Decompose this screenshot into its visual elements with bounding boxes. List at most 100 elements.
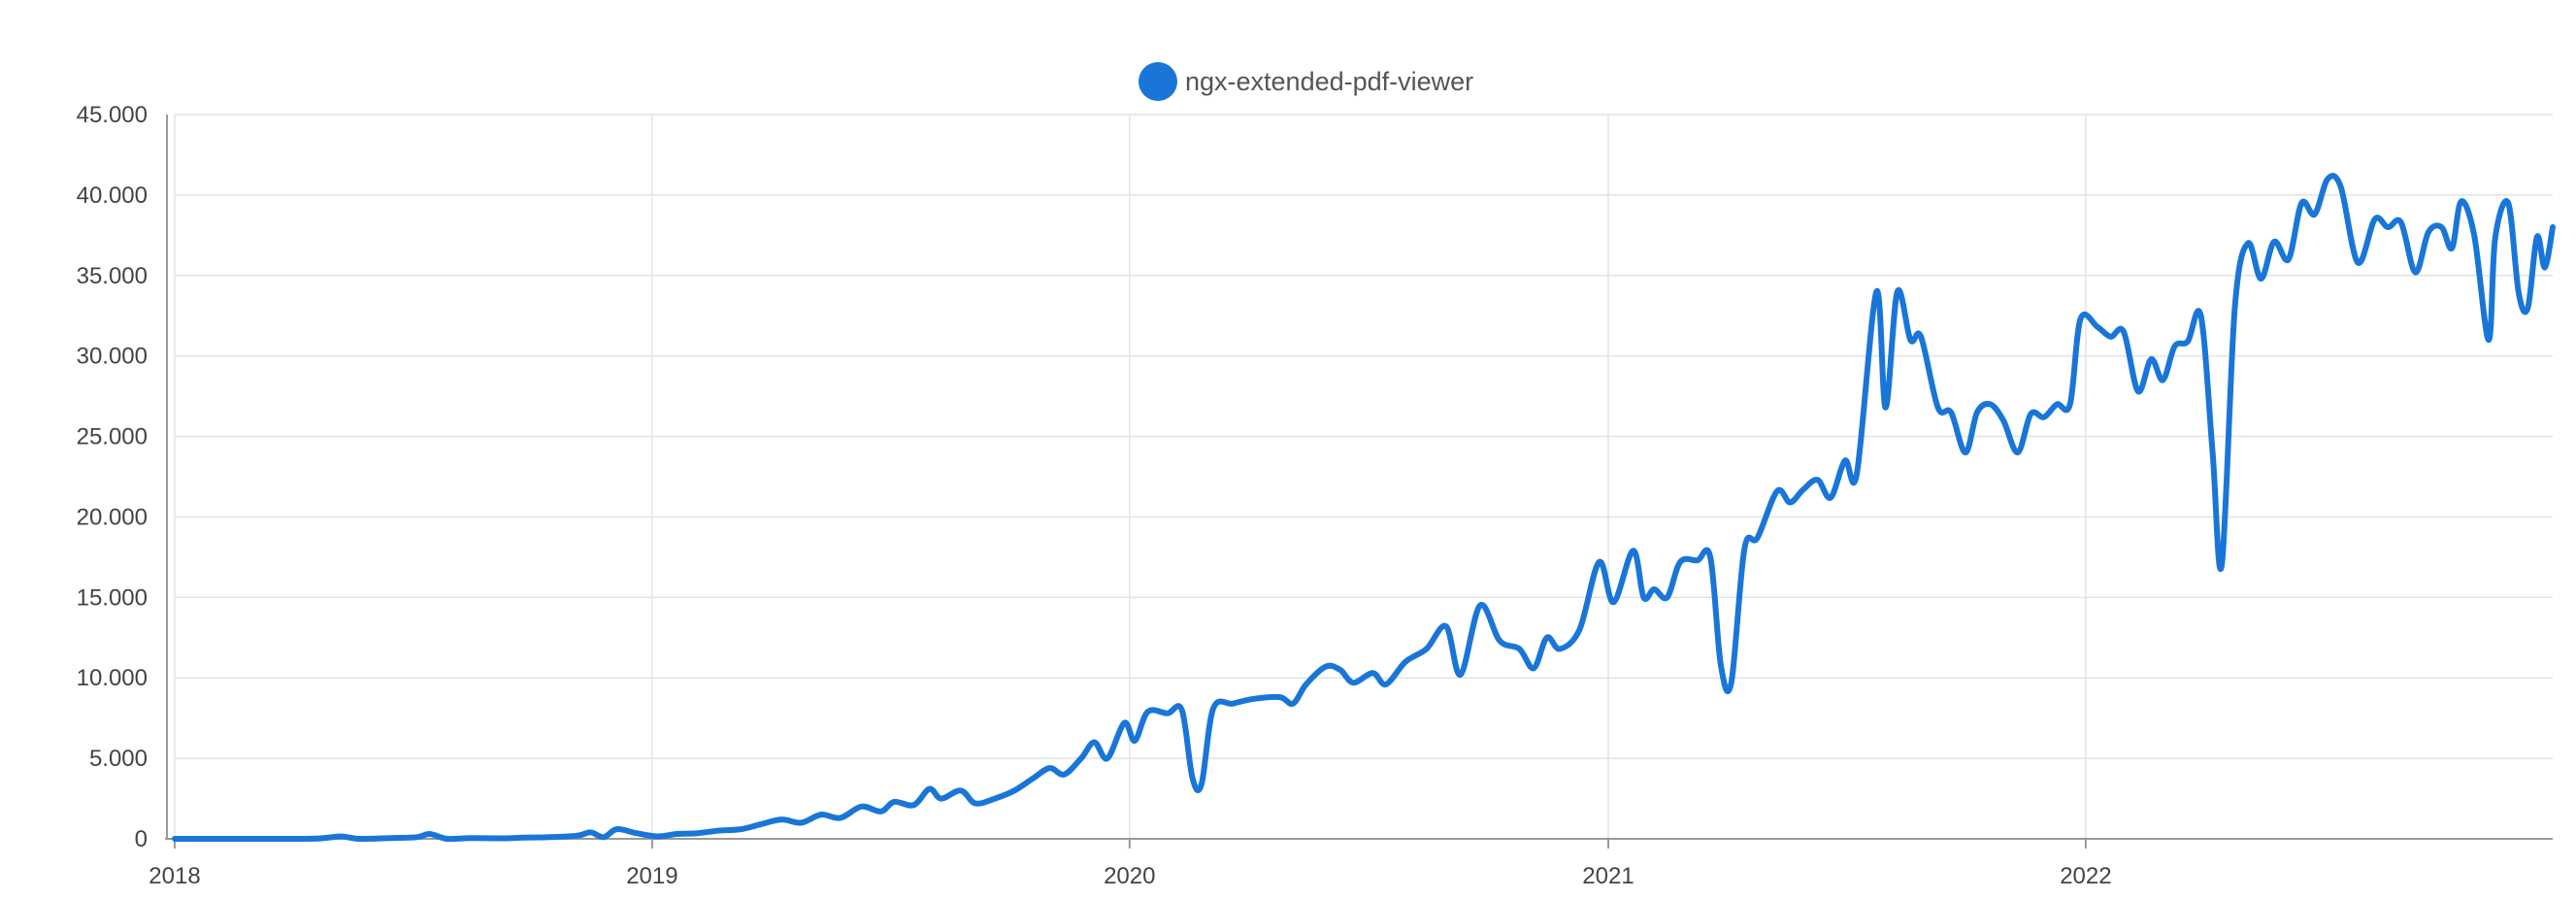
series-point[interactable] [213,836,218,842]
series-point[interactable] [1640,594,1646,600]
series-point[interactable] [1047,765,1053,771]
series-point[interactable] [2385,224,2391,230]
series-point[interactable] [2028,411,2033,416]
series-point[interactable] [2271,239,2277,245]
series-point[interactable] [1165,711,1171,716]
series-point[interactable] [614,826,620,832]
series-point[interactable] [1774,488,1780,494]
series-point[interactable] [1918,334,1924,340]
series-point[interactable] [1948,410,1954,416]
series-point[interactable] [2338,184,2344,190]
series-point[interactable] [2516,290,2522,296]
series-point[interactable] [695,830,701,836]
series-point[interactable] [1707,554,1713,560]
series-point[interactable] [2312,212,2318,217]
series-point[interactable] [2459,199,2464,205]
series-point[interactable] [1277,694,1283,700]
series-point[interactable] [1895,288,1900,294]
series-point[interactable] [1338,667,1343,673]
series-point[interactable] [939,796,944,802]
series-point[interactable] [799,819,805,825]
series-point[interactable] [2372,216,2378,222]
series-point[interactable] [413,834,419,840]
series-point[interactable] [2245,241,2251,247]
series-point[interactable] [2121,329,2127,335]
series-point[interactable] [2067,401,2073,407]
series-point[interactable] [1290,701,1296,707]
series-point[interactable] [1557,646,1563,651]
series-point[interactable] [1458,672,1464,678]
series-point[interactable] [172,836,178,842]
series-point[interactable] [1787,500,1793,506]
series-point[interactable] [1815,477,1821,483]
series-point[interactable] [314,836,320,842]
series-point[interactable] [1078,755,1084,761]
series-point[interactable] [444,836,449,842]
series-point[interactable] [2438,224,2444,230]
series-point[interactable] [387,835,393,841]
series-point[interactable] [1741,547,1747,552]
series-point[interactable] [634,830,640,836]
series-point[interactable] [654,834,660,840]
series-point[interactable] [2534,234,2540,240]
series-point[interactable] [778,816,784,822]
series-point[interactable] [2550,224,2556,230]
series-point[interactable] [2398,219,2404,225]
series-point[interactable] [958,787,964,793]
legend-series-label[interactable]: ngx-extended-pdf-viewer [1185,67,1473,96]
series-point[interactable] [1531,665,1536,671]
series-point[interactable] [2355,260,2361,266]
series-point[interactable] [1210,706,1216,712]
series-point[interactable] [2471,232,2477,238]
series-point[interactable] [1179,707,1185,713]
series-point[interactable] [927,786,933,792]
series-point[interactable] [1854,471,1860,477]
series-point[interactable] [2078,316,2084,322]
series-point[interactable] [1251,696,1257,702]
series-point[interactable] [1677,559,1683,565]
series-point[interactable] [2449,246,2455,251]
series-point[interactable] [1477,603,1483,609]
series-point[interactable] [1370,670,1375,676]
series-point[interactable] [1883,405,1889,411]
series-point[interactable] [2041,415,2047,420]
series-point[interactable] [1105,755,1110,761]
series-point[interactable] [878,809,884,815]
series-point[interactable] [1189,775,1195,781]
series-point[interactable] [2000,417,2006,423]
series-point[interactable] [1497,638,1503,644]
series-point[interactable] [1031,775,1037,781]
series-point[interactable] [2015,450,2021,455]
series-point[interactable] [547,834,553,840]
series-point[interactable] [739,826,744,832]
series-point[interactable] [2135,388,2141,394]
series-point[interactable] [1631,548,1636,553]
series-point[interactable] [1011,787,1017,793]
series-point[interactable] [2426,229,2431,235]
series-point[interactable] [2486,337,2492,343]
series-point[interactable] [1230,701,1236,707]
legend[interactable]: ngx-extended-pdf-viewer [1139,62,1473,101]
series-point[interactable] [468,835,474,841]
series-point[interactable] [502,836,508,842]
series-point[interactable] [910,802,916,808]
series-point[interactable] [1935,405,1941,411]
series-point[interactable] [2219,562,2225,568]
series-point[interactable] [267,836,273,842]
series-point[interactable] [1974,410,1980,416]
series-point[interactable] [973,801,978,807]
series-point[interactable] [2505,200,2511,206]
series-point[interactable] [1132,738,1138,744]
series-point[interactable] [2107,334,2113,340]
legend-series-marker-icon[interactable] [1139,62,1177,101]
series-point[interactable] [2542,264,2548,270]
series-line[interactable] [172,173,2556,843]
series-point[interactable] [2172,344,2178,350]
series-point[interactable] [1199,782,1205,787]
series-point[interactable] [1323,664,1329,670]
series-point[interactable] [427,831,433,837]
series-point[interactable] [891,799,897,805]
series-point[interactable] [2210,450,2216,455]
series-point[interactable] [2148,356,2154,362]
series-point[interactable] [1695,557,1701,563]
